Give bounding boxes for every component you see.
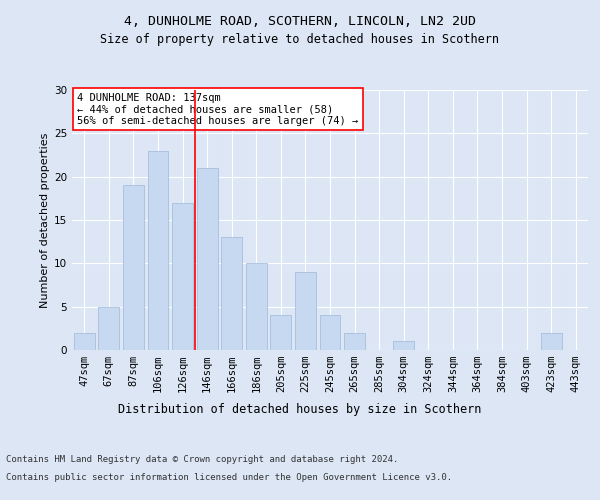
Bar (393, 342, 414, 350)
Y-axis label: Number of detached properties: Number of detached properties (40, 132, 50, 308)
Text: Contains public sector information licensed under the Open Government Licence v3: Contains public sector information licen… (6, 472, 452, 482)
Bar (221, 238, 242, 350)
Text: Distribution of detached houses by size in Scothern: Distribution of detached houses by size … (118, 402, 482, 415)
Bar (246, 264, 267, 350)
Bar (541, 332, 562, 350)
Bar (172, 202, 193, 350)
Bar (123, 186, 144, 350)
Bar (295, 272, 316, 350)
Bar (271, 316, 292, 350)
Bar (98, 306, 119, 350)
Bar (320, 316, 340, 350)
Bar (148, 150, 169, 350)
Text: Size of property relative to detached houses in Scothern: Size of property relative to detached ho… (101, 32, 499, 46)
Text: Contains HM Land Registry data © Crown copyright and database right 2024.: Contains HM Land Registry data © Crown c… (6, 455, 398, 464)
Text: 4, DUNHOLME ROAD, SCOTHERN, LINCOLN, LN2 2UD: 4, DUNHOLME ROAD, SCOTHERN, LINCOLN, LN2… (124, 15, 476, 28)
Bar (344, 332, 365, 350)
Bar (197, 168, 218, 350)
Text: 4 DUNHOLME ROAD: 137sqm
← 44% of detached houses are smaller (58)
56% of semi-de: 4 DUNHOLME ROAD: 137sqm ← 44% of detache… (77, 92, 358, 126)
Bar (74, 332, 95, 350)
